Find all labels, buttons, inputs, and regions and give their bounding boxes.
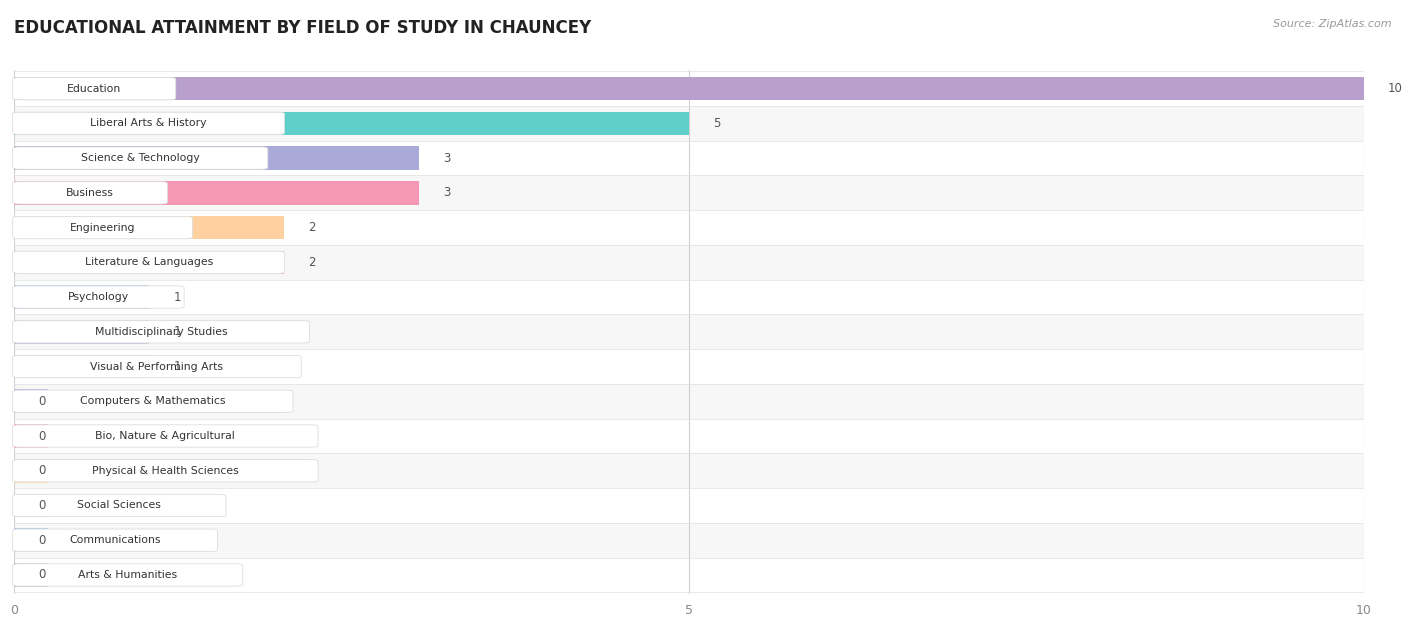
FancyBboxPatch shape	[13, 459, 318, 482]
FancyBboxPatch shape	[13, 529, 218, 552]
FancyBboxPatch shape	[13, 355, 301, 378]
Text: Liberal Arts & History: Liberal Arts & History	[90, 118, 207, 128]
Bar	[0, 453, 1406, 488]
Bar	[0, 488, 1406, 523]
Text: Business: Business	[66, 188, 114, 198]
Bar	[14, 424, 48, 448]
Bar	[0, 349, 1406, 384]
Text: 10: 10	[1388, 82, 1403, 95]
Bar	[14, 181, 419, 205]
Text: Education: Education	[67, 83, 121, 94]
FancyBboxPatch shape	[13, 494, 226, 517]
Text: Science & Technology: Science & Technology	[82, 153, 200, 163]
Text: 0: 0	[38, 465, 46, 477]
Bar	[14, 250, 284, 274]
Bar	[14, 146, 419, 170]
Text: Arts & Humanities: Arts & Humanities	[79, 570, 177, 580]
Text: Physical & Health Sciences: Physical & Health Sciences	[91, 466, 239, 476]
Bar	[0, 106, 1406, 141]
FancyBboxPatch shape	[13, 216, 193, 239]
Bar	[0, 557, 1406, 592]
Text: 3: 3	[443, 152, 451, 164]
Text: 3: 3	[443, 186, 451, 199]
Text: 1: 1	[173, 291, 181, 303]
Text: 1: 1	[173, 360, 181, 373]
Bar	[0, 245, 1406, 280]
Bar	[14, 112, 689, 135]
Text: Literature & Languages: Literature & Languages	[84, 257, 212, 267]
Bar	[14, 320, 149, 344]
Text: Engineering: Engineering	[70, 222, 135, 233]
Bar	[0, 280, 1406, 315]
Bar	[0, 210, 1406, 245]
Text: 5: 5	[713, 117, 721, 130]
FancyBboxPatch shape	[13, 286, 184, 308]
Text: 0: 0	[38, 534, 46, 547]
Bar	[0, 384, 1406, 418]
FancyBboxPatch shape	[13, 251, 284, 274]
Text: 0: 0	[38, 568, 46, 581]
Bar	[14, 355, 149, 379]
Text: 0: 0	[38, 430, 46, 442]
FancyBboxPatch shape	[13, 112, 284, 135]
Bar	[14, 77, 1364, 100]
Text: Computers & Mathematics: Computers & Mathematics	[80, 396, 225, 406]
Text: EDUCATIONAL ATTAINMENT BY FIELD OF STUDY IN CHAUNCEY: EDUCATIONAL ATTAINMENT BY FIELD OF STUDY…	[14, 19, 592, 37]
Text: Visual & Performing Arts: Visual & Performing Arts	[90, 362, 224, 372]
Bar	[14, 216, 284, 240]
Text: Communications: Communications	[69, 535, 160, 545]
Bar	[14, 563, 48, 586]
Bar	[0, 315, 1406, 349]
Bar	[0, 418, 1406, 453]
Bar	[14, 494, 48, 518]
Text: 0: 0	[38, 395, 46, 408]
FancyBboxPatch shape	[13, 564, 243, 586]
FancyBboxPatch shape	[13, 425, 318, 447]
Bar	[0, 176, 1406, 210]
FancyBboxPatch shape	[13, 147, 267, 169]
Text: Psychology: Psychology	[67, 292, 129, 302]
Text: Source: ZipAtlas.com: Source: ZipAtlas.com	[1274, 19, 1392, 29]
Text: Social Sciences: Social Sciences	[77, 501, 162, 511]
Text: 0: 0	[38, 499, 46, 512]
Bar	[14, 389, 48, 413]
Bar	[0, 71, 1406, 106]
Bar	[0, 523, 1406, 557]
Text: Multidisciplinary Studies: Multidisciplinary Studies	[94, 327, 228, 337]
Bar	[14, 459, 48, 483]
Bar	[14, 528, 48, 552]
Text: 2: 2	[308, 221, 316, 234]
Bar	[14, 285, 149, 309]
Text: 1: 1	[173, 325, 181, 338]
FancyBboxPatch shape	[13, 320, 309, 343]
Text: 2: 2	[308, 256, 316, 269]
FancyBboxPatch shape	[13, 390, 292, 413]
FancyBboxPatch shape	[13, 78, 176, 100]
Bar	[0, 141, 1406, 176]
Text: Bio, Nature & Agricultural: Bio, Nature & Agricultural	[96, 431, 235, 441]
FancyBboxPatch shape	[13, 181, 167, 204]
